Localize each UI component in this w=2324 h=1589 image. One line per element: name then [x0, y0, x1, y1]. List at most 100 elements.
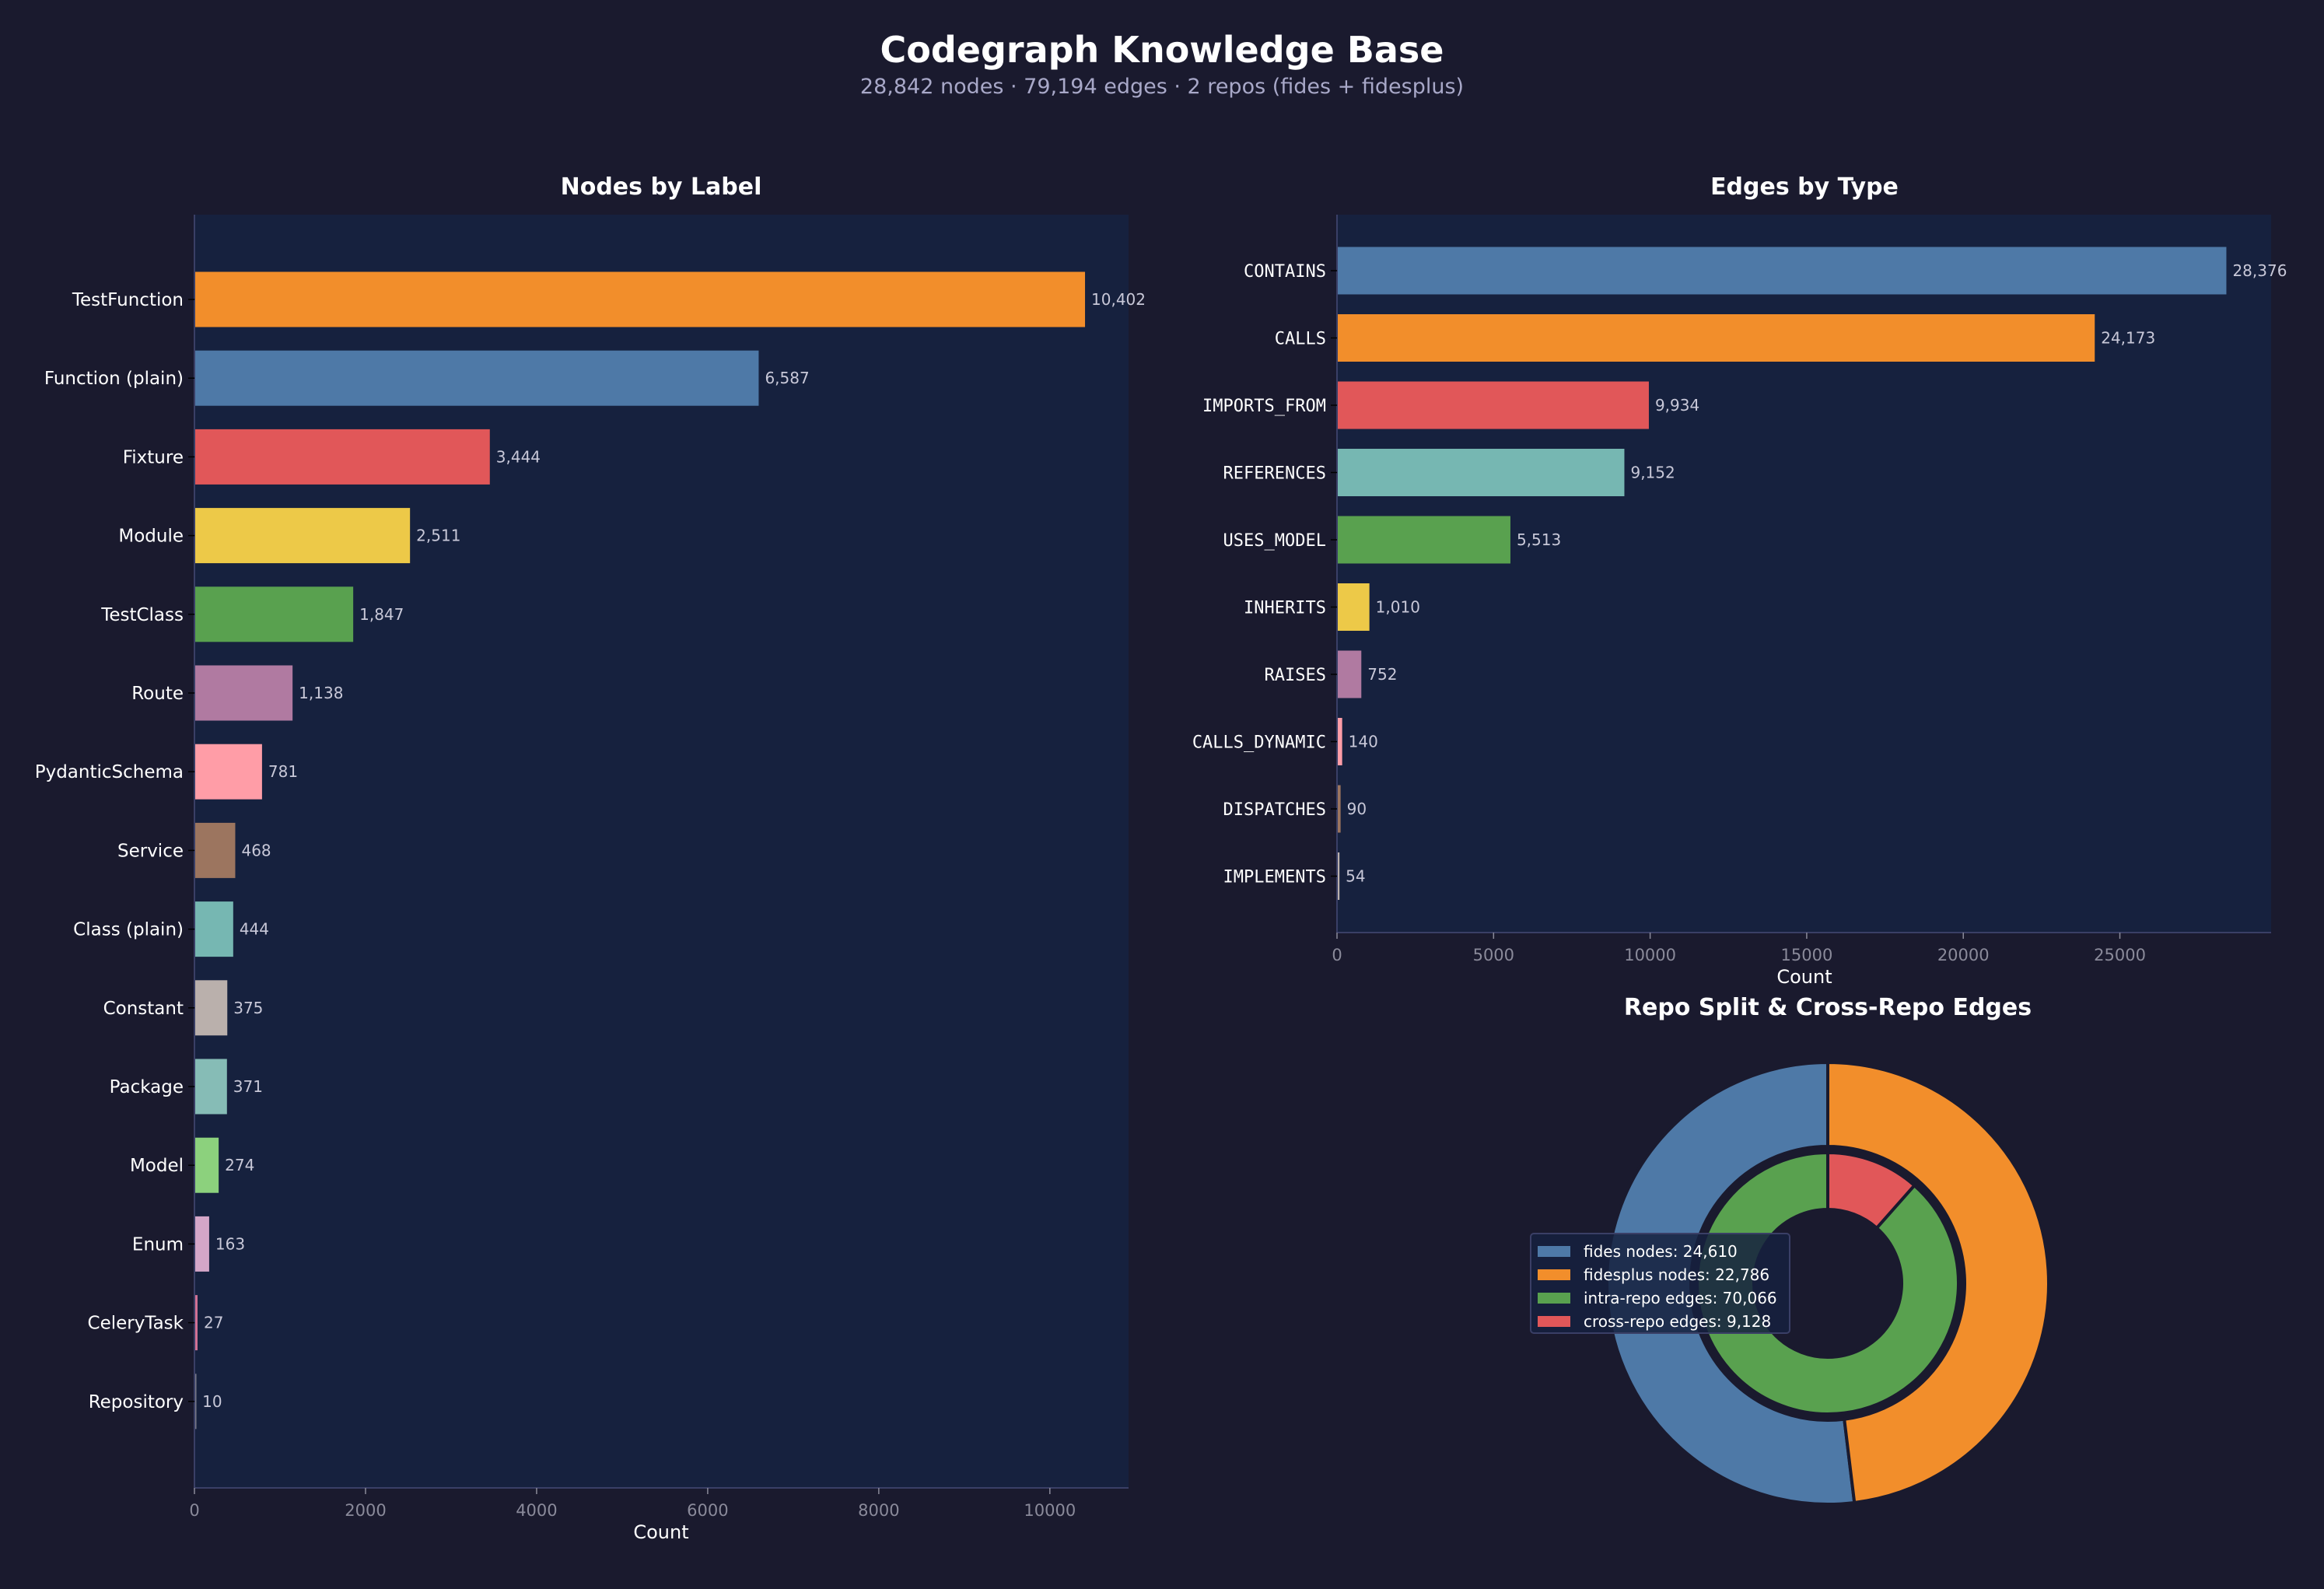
bar: [195, 822, 236, 878]
bar: [1338, 583, 1370, 631]
bar: [1338, 516, 1510, 564]
y-tick-label: Class (plain): [73, 920, 184, 940]
bar: [195, 586, 354, 642]
bar: [195, 271, 1086, 327]
y-tick-label: CONTAINS: [1244, 262, 1326, 282]
y-tick-label: Fixture: [123, 447, 184, 467]
edges-by-type-chart: Edges by Type Count 0 5000 10000 15000 20000…: [1192, 173, 2287, 988]
x-tick-label: 8000: [858, 1501, 899, 1520]
y-tick-label: Package: [110, 1077, 184, 1097]
data-label: 752: [1367, 665, 1397, 684]
nodes-by-label-chart: Nodes by Label Count 0 2000 4000 6000 8000 10…: [35, 173, 1146, 1543]
data-label: 5,513: [1517, 530, 1561, 549]
data-label: 140: [1349, 733, 1378, 751]
data-label: 371: [233, 1077, 263, 1096]
bar: [195, 429, 490, 485]
x-tick-label: 20000: [1937, 946, 1990, 964]
bar: [195, 1295, 198, 1351]
x-tick-label: 15000: [1781, 946, 1833, 964]
y-tick-label: INHERITS: [1244, 599, 1326, 618]
y-tick-label: IMPLEMENTS: [1223, 868, 1326, 887]
outer-ring-wedge: [1826, 1060, 2051, 1505]
x-tick-label: 4000: [516, 1501, 557, 1520]
bar: [195, 1137, 219, 1193]
data-label: 90: [1347, 800, 1367, 818]
bar: [195, 744, 262, 800]
data-label: 27: [204, 1314, 223, 1332]
y-tick-label: Service: [117, 841, 184, 861]
legend-swatch: [1538, 1246, 1570, 1257]
x-axis-label: Count: [633, 1521, 688, 1543]
y-tick-label: Route: [131, 684, 184, 704]
x-axis-label: Count: [1776, 966, 1832, 988]
x-tick-label: 2000: [345, 1501, 386, 1520]
data-label: 28,376: [2232, 261, 2287, 280]
x-tick-label: 25000: [2094, 946, 2146, 964]
outer-ring-wedge: [1605, 1060, 1857, 1506]
bar: [195, 1374, 197, 1430]
x-tick-label: 10000: [1624, 946, 1676, 964]
legend-entry: cross-repo edges: 9,128: [1584, 1312, 1771, 1331]
data-label: 1,138: [299, 684, 343, 702]
y-tick-label: USES_MODEL: [1223, 531, 1326, 551]
data-label: 468: [241, 841, 271, 859]
bar: [195, 508, 411, 564]
legend-box: [1530, 1233, 1790, 1334]
data-label: 444: [240, 920, 269, 939]
y-tick-label: PydanticSchema: [35, 762, 184, 782]
y-tick-label: Enum: [132, 1234, 184, 1255]
chart-title: Edges by Type: [1710, 173, 1899, 201]
bar: [1338, 381, 1649, 429]
bar: [195, 1216, 209, 1272]
y-tick-label: TestFunction: [72, 290, 184, 310]
bar: [1338, 314, 2095, 362]
y-tick-label: Function (plain): [44, 369, 184, 389]
bar: [195, 1059, 227, 1115]
data-label: 781: [268, 762, 298, 781]
bar: [1338, 650, 1362, 698]
data-label: 375: [233, 999, 263, 1017]
data-label: 1,847: [359, 605, 404, 624]
chart-title: Repo Split & Cross-Repo Edges: [1624, 994, 2032, 1021]
y-tick-label: Repository: [89, 1392, 184, 1412]
data-label: 10: [202, 1392, 222, 1411]
figure-subtitle: 28,842 nodes · 79,194 edges · 2 repos (f…: [860, 75, 1464, 99]
legend-entry: intra-repo edges: 70,066: [1584, 1289, 1777, 1307]
data-label: 9,152: [1630, 464, 1675, 482]
y-tick-label: CALLS_DYNAMIC: [1192, 733, 1326, 753]
x-tick-label: 6000: [687, 1501, 728, 1520]
data-label: 9,934: [1655, 396, 1699, 415]
y-tick-label: Constant: [103, 999, 184, 1019]
plot-area: [194, 215, 1129, 1488]
bar: [195, 980, 228, 1036]
y-tick-label: Module: [118, 527, 184, 547]
y-tick-label: CeleryTask: [88, 1314, 184, 1334]
legend-swatch: [1538, 1316, 1570, 1327]
x-tick-label: 10000: [1024, 1501, 1076, 1520]
figure-title: Codegraph Knowledge Base: [880, 29, 1444, 71]
legend-swatch: [1538, 1293, 1570, 1304]
y-tick-label: REFERENCES: [1223, 464, 1326, 484]
x-tick-label: 5000: [1473, 946, 1514, 964]
y-tick-label: CALLS: [1275, 330, 1326, 349]
inner-ring-wedge: [1826, 1150, 1917, 1230]
y-tick-label: RAISES: [1265, 666, 1326, 685]
bar: [1338, 785, 1341, 833]
legend-entry: fides nodes: 24,610: [1584, 1242, 1738, 1261]
bar: [195, 665, 293, 721]
legend-entry: fidesplus nodes: 22,786: [1584, 1265, 1769, 1284]
data-label: 274: [225, 1156, 254, 1174]
y-tick-label: TestClass: [100, 605, 184, 625]
chart-title: Nodes by Label: [561, 173, 762, 201]
y-tick-label: IMPORTS_FROM: [1202, 397, 1326, 416]
repo-split-donut: Repo Split & Cross-Repo Edges fides node…: [1530, 994, 2051, 1506]
data-label: 1,010: [1376, 598, 1420, 617]
y-tick-label: Model: [130, 1156, 184, 1176]
bar: [1338, 449, 1625, 496]
bar: [1338, 852, 1340, 900]
data-label: 3,444: [496, 447, 541, 466]
bar: [1338, 718, 1342, 765]
data-label: 54: [1346, 867, 1365, 886]
data-label: 163: [215, 1234, 245, 1253]
